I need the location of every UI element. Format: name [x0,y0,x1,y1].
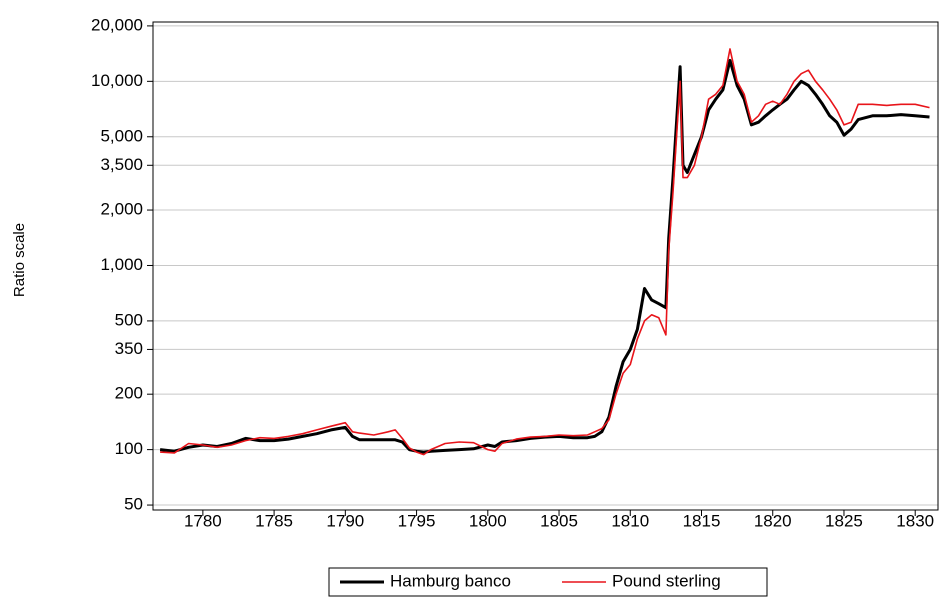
x-tick-label: 1815 [683,511,721,530]
y-tick-label: 3,500 [100,155,143,174]
legend-label: Hamburg banco [390,571,511,590]
y-tick-label: 50 [124,495,143,514]
x-tick-label: 1820 [754,511,792,530]
legend-label: Pound sterling [612,571,721,590]
y-tick-label: 500 [115,310,143,329]
x-tick-label: 1805 [540,511,578,530]
x-tick-label: 1795 [398,511,436,530]
line-series [160,48,930,456]
y-tick-label: 10,000 [91,71,143,90]
line-series [159,58,930,454]
y-tick-label: 5,000 [100,126,143,145]
x-tick-label: 1780 [184,511,222,530]
x-tick-label: 1830 [896,511,934,530]
x-tick-label: 1785 [255,511,293,530]
x-tick-label: 1790 [326,511,364,530]
y-tick-label: 1,000 [100,255,143,274]
x-tick-label: 1800 [469,511,507,530]
y-tick-label: 200 [115,384,143,403]
x-tick-label: 1825 [825,511,863,530]
y-tick-label: 350 [115,339,143,358]
plot-frame [152,21,939,511]
y-tick-label: 2,000 [100,200,143,219]
y-tick-label: 20,000 [91,15,143,34]
y-axis-label: Ratio scale [11,223,28,297]
legend-box [328,567,768,597]
y-tick-label: 100 [115,439,143,458]
x-tick-label: 1810 [611,511,649,530]
